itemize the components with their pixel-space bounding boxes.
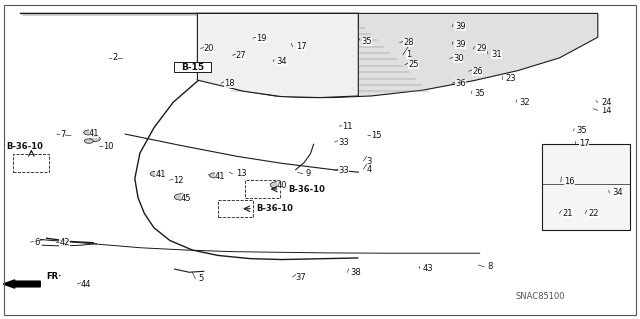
Text: 4: 4 <box>367 165 372 174</box>
Text: 38: 38 <box>351 268 362 277</box>
Bar <box>244 180 280 197</box>
Text: 17: 17 <box>296 42 307 51</box>
Circle shape <box>90 136 100 141</box>
Text: 33: 33 <box>338 137 349 146</box>
Text: 9: 9 <box>306 169 311 178</box>
Text: 15: 15 <box>371 131 381 140</box>
Text: 21: 21 <box>563 209 573 218</box>
Polygon shape <box>197 13 358 98</box>
Text: 41: 41 <box>89 129 99 138</box>
Text: 29: 29 <box>476 44 487 54</box>
Text: 42: 42 <box>60 238 70 247</box>
Text: 33: 33 <box>338 166 349 175</box>
Text: B-36-10: B-36-10 <box>256 204 293 213</box>
Text: 8: 8 <box>487 262 493 271</box>
Text: 39: 39 <box>456 22 466 31</box>
Text: 44: 44 <box>81 279 91 288</box>
Text: 20: 20 <box>204 44 214 53</box>
Text: 7: 7 <box>60 130 65 138</box>
Text: B-36-10: B-36-10 <box>6 142 43 151</box>
Text: 10: 10 <box>103 142 113 151</box>
Bar <box>542 144 630 230</box>
Text: 41: 41 <box>214 172 225 181</box>
Text: 31: 31 <box>491 49 502 59</box>
Text: 35: 35 <box>577 126 588 135</box>
Polygon shape <box>227 13 598 98</box>
Text: 3: 3 <box>367 157 372 166</box>
Circle shape <box>150 171 161 176</box>
Text: 30: 30 <box>453 54 463 63</box>
Text: 39: 39 <box>456 40 466 49</box>
Text: 11: 11 <box>342 122 353 131</box>
Text: B-36-10: B-36-10 <box>288 184 325 194</box>
Bar <box>174 62 211 72</box>
Text: 26: 26 <box>472 67 483 76</box>
Text: 35: 35 <box>362 37 372 46</box>
Text: 43: 43 <box>422 263 433 273</box>
Text: 13: 13 <box>236 169 246 178</box>
Text: FR·: FR· <box>47 272 62 281</box>
Text: 34: 34 <box>276 57 287 66</box>
Text: 40: 40 <box>276 181 287 190</box>
Text: B-15: B-15 <box>181 63 204 71</box>
Text: 17: 17 <box>579 139 589 148</box>
Text: 23: 23 <box>505 74 516 83</box>
Text: 36: 36 <box>456 79 466 88</box>
Text: 22: 22 <box>588 209 598 218</box>
Circle shape <box>84 130 94 135</box>
Circle shape <box>174 194 187 200</box>
Text: 2: 2 <box>113 53 118 62</box>
Text: 1: 1 <box>406 50 412 59</box>
Circle shape <box>270 182 283 188</box>
Text: 41: 41 <box>156 170 166 179</box>
Text: 14: 14 <box>601 106 611 115</box>
Text: 32: 32 <box>519 98 530 107</box>
Text: 45: 45 <box>180 194 191 203</box>
Text: 12: 12 <box>173 176 184 185</box>
Text: 19: 19 <box>256 34 267 43</box>
Bar <box>218 200 253 217</box>
FancyArrow shape <box>3 280 40 288</box>
Text: 37: 37 <box>296 272 307 281</box>
Text: 27: 27 <box>236 51 246 60</box>
Text: 6: 6 <box>34 238 39 247</box>
Text: 28: 28 <box>403 38 413 47</box>
Text: SNAC85100: SNAC85100 <box>516 292 565 301</box>
Text: 24: 24 <box>601 98 611 107</box>
Text: 25: 25 <box>408 60 419 69</box>
Text: 35: 35 <box>474 89 485 98</box>
Text: 34: 34 <box>612 188 623 197</box>
Circle shape <box>84 139 93 143</box>
Circle shape <box>209 173 220 178</box>
Text: 16: 16 <box>564 177 575 186</box>
Bar <box>13 154 49 172</box>
Text: 18: 18 <box>224 79 235 88</box>
Text: 5: 5 <box>198 274 204 283</box>
